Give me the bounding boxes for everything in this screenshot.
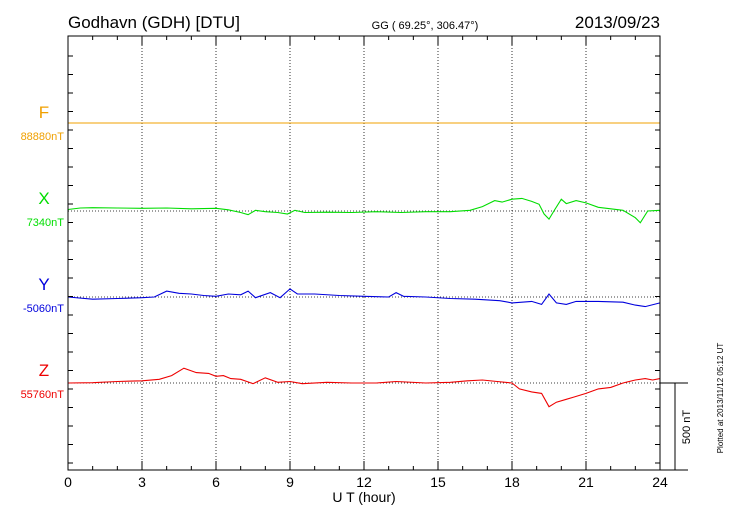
trace-y [67, 288, 661, 308]
series-labels: F 88880nT X 7340nT Y -5060nT Z 55760nT [21, 103, 65, 401]
series-name-z: Z [39, 361, 49, 380]
x-tick-label-0: 0 [64, 474, 72, 490]
series-name-f: F [39, 103, 49, 122]
scale-bar-label: 500 nT [681, 410, 693, 445]
x-tick-labels: 0 3 6 9 12 15 18 21 24 [64, 474, 668, 490]
series-baseline-x: 7340nT [27, 217, 65, 229]
series-baseline-f: 88880nT [21, 131, 65, 143]
station-title: Godhavn (GDH) [DTU] [68, 13, 240, 32]
x-tick-label-18: 18 [504, 474, 520, 490]
series-name-x: X [38, 189, 49, 208]
series-baseline-y: -5060nT [23, 303, 64, 315]
trace-z [67, 367, 661, 408]
x-tick-label-15: 15 [430, 474, 446, 490]
x-tick-label-3: 3 [138, 474, 146, 490]
plotted-timestamp: Plotted at 2013/11/12 05:12 UT [716, 343, 725, 454]
trace-x [67, 197, 661, 224]
axis-ticks [67, 36, 661, 470]
grid [141, 36, 587, 470]
scale-bar [660, 382, 688, 471]
series-name-y: Y [38, 275, 49, 294]
x-tick-label-24: 24 [652, 474, 668, 490]
x-tick-label-21: 21 [578, 474, 594, 490]
series-baseline-z: 55760nT [21, 389, 65, 401]
x-tick-label-9: 9 [286, 474, 294, 490]
date-label: 2013/09/23 [575, 13, 660, 32]
traces [67, 122, 661, 408]
x-axis-label: U T (hour) [332, 489, 395, 505]
x-tick-label-6: 6 [212, 474, 220, 490]
coordinates: GG ( 69.25°, 306.47°) [372, 20, 479, 32]
x-tick-label-12: 12 [356, 474, 372, 490]
